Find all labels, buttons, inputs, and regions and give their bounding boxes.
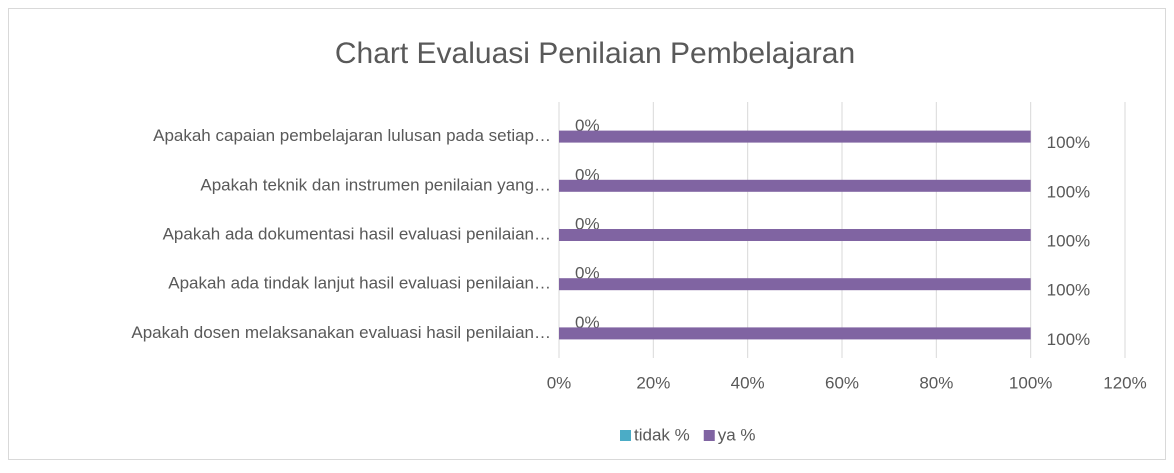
x-tick-label: 20% bbox=[636, 373, 670, 392]
data-label: 0% bbox=[575, 264, 600, 283]
bar bbox=[559, 130, 1031, 143]
x-tick-label: 80% bbox=[919, 373, 953, 392]
bar bbox=[559, 327, 1031, 340]
data-label: 100% bbox=[1047, 281, 1090, 300]
y-tick-label: Apakah teknik dan instrumen penilaian ya… bbox=[200, 175, 551, 194]
bar bbox=[559, 229, 1031, 241]
data-label: 100% bbox=[1047, 182, 1090, 201]
x-tick-label: 40% bbox=[731, 373, 765, 392]
bar bbox=[559, 179, 1031, 192]
legend-swatch bbox=[620, 430, 631, 441]
y-tick-label: Apakah ada tindak lanjut hasil evaluasi … bbox=[168, 274, 551, 293]
data-label: 100% bbox=[1047, 330, 1090, 349]
legend-swatch bbox=[703, 430, 715, 441]
y-tick-label: Apakah dosen melaksanakan evaluasi hasil… bbox=[131, 323, 551, 342]
y-tick-label: Apakah ada dokumentasi hasil evaluasi pe… bbox=[163, 224, 551, 243]
x-tick-label: 0% bbox=[547, 373, 572, 392]
legend-label: tidak % bbox=[634, 425, 690, 444]
data-label: 0% bbox=[575, 313, 600, 332]
y-tick-label: Apakah capaian pembelajaran lulusan pada… bbox=[153, 126, 551, 145]
data-label: 100% bbox=[1047, 133, 1090, 152]
x-tick-label: 60% bbox=[825, 373, 859, 392]
data-label: 0% bbox=[575, 116, 600, 135]
x-tick-label: 120% bbox=[1103, 373, 1146, 392]
legend-label: ya % bbox=[718, 425, 756, 444]
chart-title: Chart Evaluasi Penilaian Pembelajaran bbox=[335, 37, 855, 70]
data-label: 0% bbox=[575, 214, 600, 233]
bar bbox=[559, 278, 1031, 291]
data-label: 0% bbox=[575, 165, 600, 184]
x-tick-label: 100% bbox=[1009, 373, 1052, 392]
data-label: 100% bbox=[1047, 231, 1090, 250]
